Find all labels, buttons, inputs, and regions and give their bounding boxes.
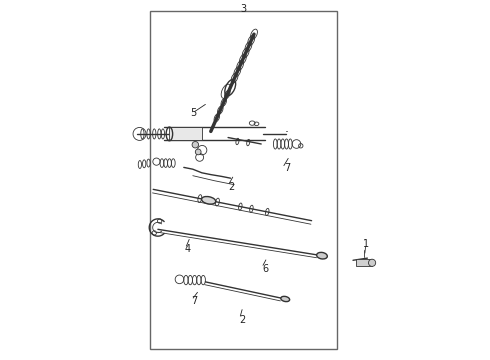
Text: 7: 7 xyxy=(191,296,197,306)
Ellipse shape xyxy=(201,197,216,204)
Ellipse shape xyxy=(281,296,290,302)
Text: 4: 4 xyxy=(185,244,191,254)
Text: 2: 2 xyxy=(240,315,246,325)
Text: 3: 3 xyxy=(240,4,246,14)
Text: 2: 2 xyxy=(228,182,234,192)
Text: 1: 1 xyxy=(363,239,368,249)
Ellipse shape xyxy=(317,252,327,259)
Bar xyxy=(356,259,372,266)
Text: 5: 5 xyxy=(190,108,196,118)
Circle shape xyxy=(196,149,201,155)
Bar xyxy=(170,127,202,140)
Text: 6: 6 xyxy=(262,264,269,274)
Text: 7: 7 xyxy=(284,163,290,173)
Circle shape xyxy=(368,259,376,266)
Bar xyxy=(149,11,337,349)
Circle shape xyxy=(192,141,198,148)
